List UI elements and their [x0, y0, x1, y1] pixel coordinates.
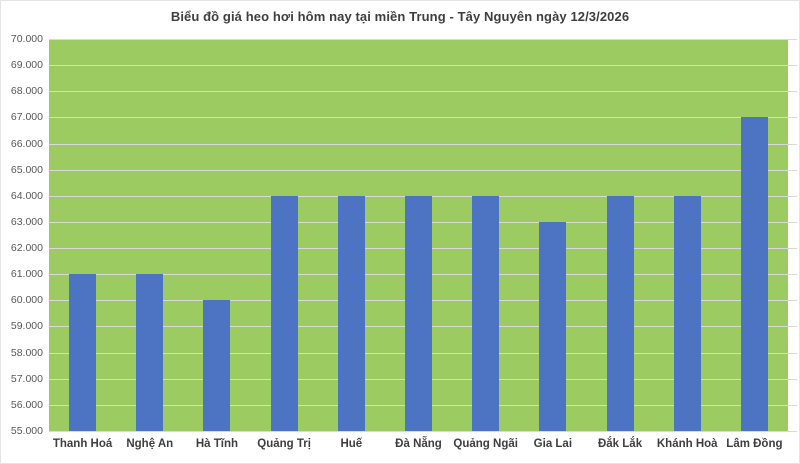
bar-11 [740, 117, 768, 431]
y-tick-label: 69.000 [10, 59, 43, 72]
bar-2 [136, 274, 164, 431]
bar-8 [539, 221, 567, 431]
x-tick-label: Thanh Hoá [52, 438, 113, 450]
gridline [49, 65, 797, 67]
y-tick-label: 59.000 [10, 320, 43, 333]
y-tick-label: 68.000 [10, 85, 43, 98]
bar-4 [270, 195, 298, 431]
bar-1 [69, 274, 97, 431]
y-tick-label: 64.000 [10, 189, 43, 202]
bar-9 [606, 195, 634, 431]
plot-area [49, 39, 797, 432]
bar-7 [472, 195, 500, 431]
x-tick-label: Đà Nẵng [395, 438, 442, 450]
gridline [49, 39, 797, 40]
y-tick-label: 57.000 [10, 372, 43, 385]
x-tick-label: Nghệ An [126, 438, 174, 450]
bar-10 [673, 195, 701, 431]
y-tick-label: 58.000 [10, 346, 43, 359]
x-tick-label: Huế [340, 438, 363, 450]
gridline [49, 117, 797, 119]
gridline [49, 143, 797, 145]
bar-5 [337, 195, 365, 431]
gridline [49, 91, 797, 93]
x-tick-label: Gia Lai [533, 438, 573, 450]
gridline [49, 169, 797, 171]
y-tick-label: 67.000 [10, 111, 43, 124]
y-tick-label: 62.000 [10, 242, 43, 255]
x-tick-label: Quảng Trị [257, 438, 311, 450]
y-tick-label: 60.000 [10, 294, 43, 307]
x-tick-label: Quảng Ngãi [453, 438, 518, 450]
y-tick-label: 61.000 [10, 268, 43, 281]
x-tick-label: Khánh Hoà [656, 438, 718, 450]
bar-6 [405, 195, 432, 431]
gridline [49, 431, 797, 432]
y-tick-label: 70.000 [10, 33, 43, 45]
y-tick-label: 56.000 [10, 398, 43, 411]
chart-title: Biểu đồ giá heo hơi hôm nay tại miền Tru… [170, 9, 630, 24]
bar-3 [203, 300, 231, 431]
x-tick-label: Hà Tĩnh [195, 438, 239, 450]
x-tick-label: Đắk Lắk [597, 438, 643, 450]
x-tick-label: Lâm Đồng [726, 438, 783, 450]
y-tick-label: 55.000 [10, 425, 43, 437]
y-tick-label: 66.000 [10, 137, 43, 150]
y-tick-label: 65.000 [10, 163, 43, 176]
y-tick-label: 63.000 [10, 215, 43, 228]
